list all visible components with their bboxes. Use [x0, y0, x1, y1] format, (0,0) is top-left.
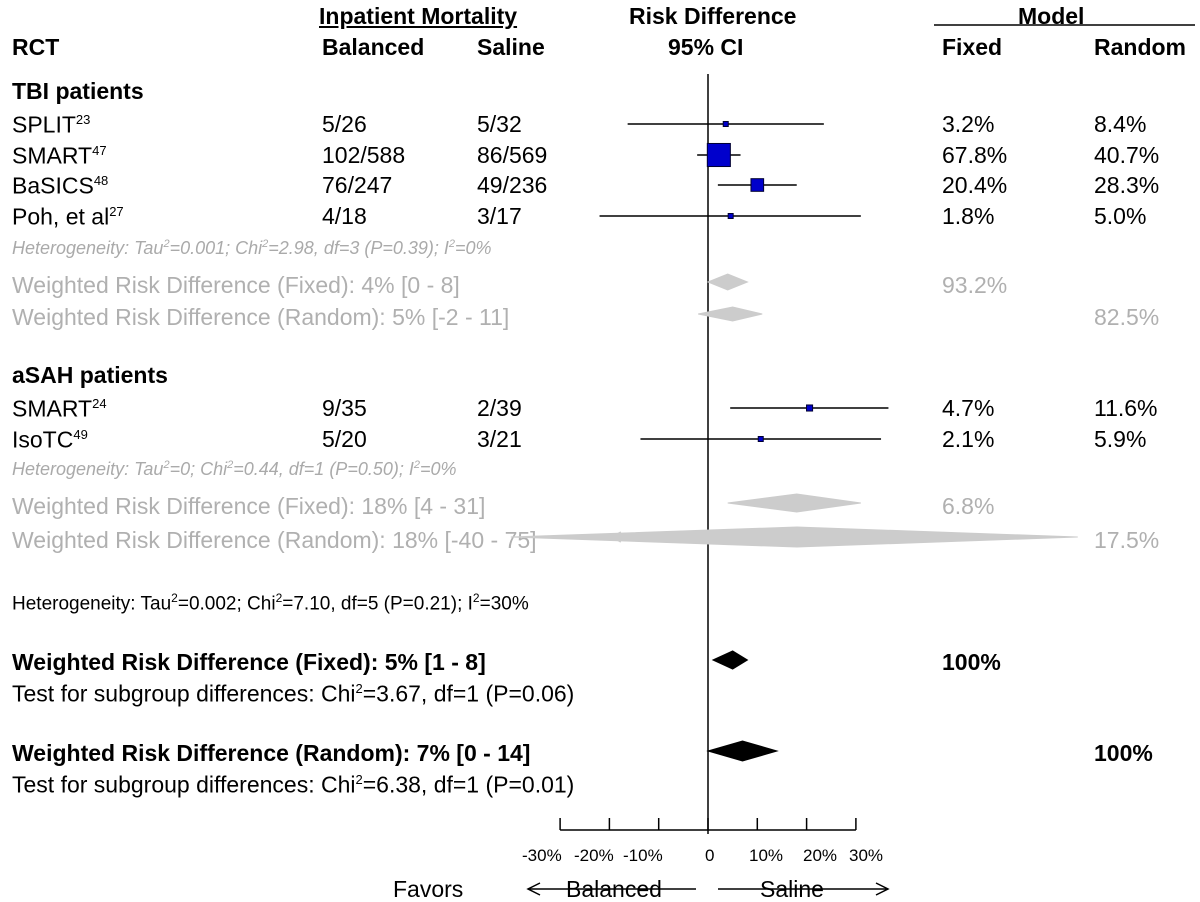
arrow-right [922, 531, 934, 543]
study-weight-fixed: 67.8% [942, 142, 1008, 168]
summary-fixed-weight: 93.2% [942, 272, 1008, 298]
summary-random-label: Weighted Risk Difference (Random): 18% [… [12, 527, 537, 553]
study-weight-random: 8.4% [1094, 111, 1147, 137]
subgroup-test-fixed: Test for subgroup differences: Chi2=3.67… [12, 680, 575, 707]
header-risk-difference: Risk Difference [629, 3, 797, 29]
subgroup-test-random: Test for subgroup differences: Chi2=6.38… [12, 771, 575, 798]
summary-random-weight: 82.5% [1094, 304, 1160, 330]
header-95-ci: 95% CI [668, 34, 744, 60]
summary-diamond [711, 650, 749, 670]
overall-random-label: Weighted Risk Difference (Random): 7% [0… [12, 740, 531, 766]
favors-label: Favors [393, 876, 464, 902]
study-box [722, 120, 729, 128]
study-saline: 49/236 [477, 172, 548, 198]
study-weight-random: 40.7% [1094, 142, 1160, 168]
summary-diamond [698, 306, 763, 322]
study-weight-fixed: 20.4% [942, 172, 1008, 198]
heterogeneity-tbi: Heterogeneity: Tau2=0.001; Chi2=2.98, df… [12, 238, 492, 258]
study-name: BaSICS48 [12, 172, 109, 199]
study-saline: 3/17 [477, 203, 522, 229]
study-weight-fixed: 3.2% [942, 111, 995, 137]
study-box [706, 142, 731, 168]
study-saline: 5/32 [477, 111, 522, 137]
header-inpatient-mortality: Inpatient Mortality [319, 3, 518, 29]
study-name: SMART24 [12, 395, 107, 422]
header-model: Model [1018, 3, 1085, 29]
favors-saline-arrowhead [875, 882, 890, 896]
arrow-left [610, 531, 622, 543]
study-weight-fixed: 1.8% [942, 203, 995, 229]
summary-diamond [727, 493, 861, 513]
study-weight-fixed: 4.7% [942, 395, 995, 421]
study-saline: 2/39 [477, 395, 522, 421]
summary-diamond [706, 273, 749, 291]
study-balanced: 9/35 [322, 395, 367, 421]
study-box [757, 436, 764, 442]
tick-label: 10% [749, 846, 784, 865]
tick-label: 30% [849, 846, 884, 865]
study-name: SPLIT23 [12, 111, 91, 138]
header-balanced: Balanced [322, 34, 425, 60]
study-weight-fixed: 2.1% [942, 426, 995, 452]
study-balanced: 5/20 [322, 426, 367, 452]
tick-label: 0 [705, 846, 715, 865]
summary-random-label: Weighted Risk Difference (Random): 5% [-… [12, 304, 510, 330]
header-fixed: Fixed [942, 34, 1003, 60]
study-name: IsoTC49 [12, 426, 88, 453]
study-box [727, 213, 734, 219]
overall-fixed-weight: 100% [942, 649, 1001, 675]
study-box [806, 404, 814, 412]
tick-label: 20% [803, 846, 838, 865]
summary-fixed-label: Weighted Risk Difference (Fixed): 4% [0 … [12, 272, 460, 298]
study-balanced: 5/26 [322, 111, 367, 137]
overall-random-weight: 100% [1094, 740, 1153, 766]
study-box [750, 178, 765, 192]
heterogeneity-overall: Heterogeneity: Tau2=0.002; Chi2=7.10, df… [12, 591, 529, 615]
study-name: Poh, et al27 [12, 203, 124, 230]
study-balanced: 76/247 [322, 172, 393, 198]
study-name: SMART47 [12, 142, 107, 169]
heterogeneity-asah: Heterogeneity: Tau2=0; Chi2=0.44, df=1 (… [12, 459, 457, 479]
study-balanced: 102/588 [322, 142, 406, 168]
summary-fixed-label: Weighted Risk Difference (Fixed): 18% [4… [12, 493, 486, 519]
study-weight-random: 5.9% [1094, 426, 1147, 452]
tick-label: -20% [574, 846, 614, 865]
study-saline: 3/21 [477, 426, 522, 452]
summary-fixed-weight: 6.8% [942, 493, 995, 519]
header-random: Random [1094, 34, 1186, 60]
tick-label: -10% [623, 846, 663, 865]
subgroup-title-tbi: TBI patients [12, 78, 144, 104]
subgroup-title-asah: aSAH patients [12, 362, 168, 388]
tick-label: -30% [522, 846, 562, 865]
summary-random-weight: 17.5% [1094, 527, 1160, 553]
study-weight-random: 5.0% [1094, 203, 1147, 229]
header-rct: RCT [12, 34, 60, 60]
study-saline: 86/569 [477, 142, 548, 168]
header-saline: Saline [477, 34, 545, 60]
study-weight-random: 11.6% [1094, 395, 1158, 421]
overall-fixed-label: Weighted Risk Difference (Fixed): 5% [1 … [12, 649, 486, 675]
summary-diamond [706, 740, 779, 762]
study-weight-random: 28.3% [1094, 172, 1160, 198]
study-balanced: 4/18 [322, 203, 367, 229]
favors-balanced-arrowhead [526, 882, 541, 896]
